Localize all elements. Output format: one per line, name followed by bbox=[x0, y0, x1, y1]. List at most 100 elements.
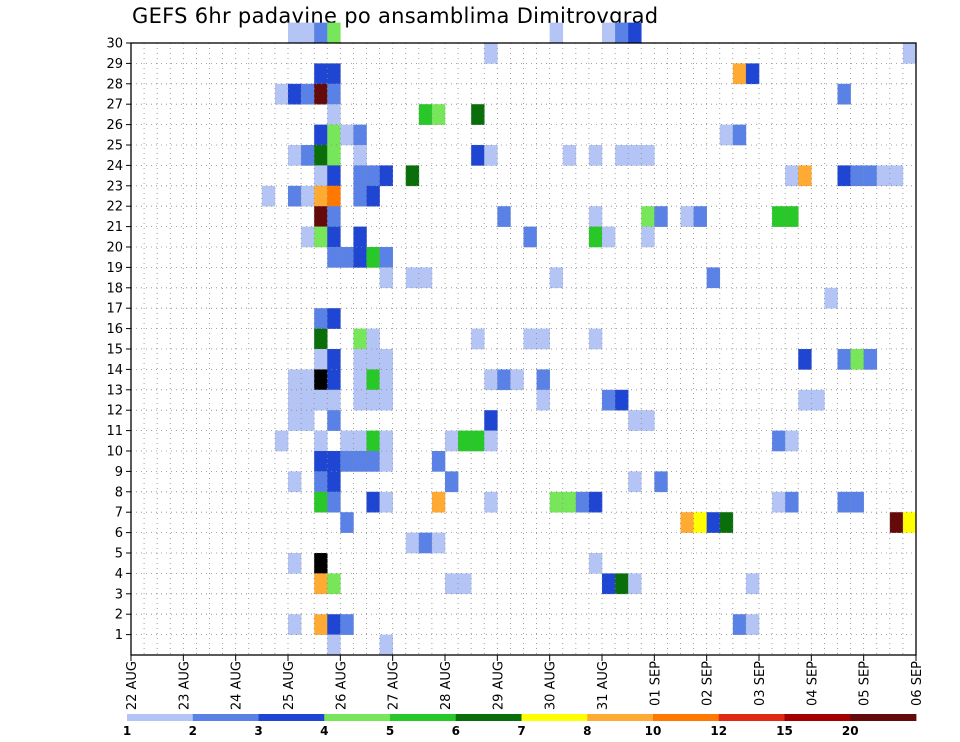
heatmap-cell bbox=[562, 145, 577, 166]
y-tick-label: 15 bbox=[106, 343, 123, 358]
heatmap-cell bbox=[484, 369, 498, 391]
heatmap-cell bbox=[301, 410, 315, 431]
heatmap-cell bbox=[327, 63, 341, 85]
heatmap-cell bbox=[288, 410, 302, 431]
heatmap-cell bbox=[314, 349, 328, 370]
heatmap-cell bbox=[366, 165, 380, 187]
heatmap-cell bbox=[327, 83, 341, 105]
heatmap-cell bbox=[693, 206, 707, 227]
heatmap-cell bbox=[837, 165, 851, 187]
heatmap-cell bbox=[327, 369, 341, 391]
heatmap-cell bbox=[549, 22, 564, 44]
heatmap-cell bbox=[523, 226, 537, 248]
y-tick-label: 10 bbox=[106, 445, 123, 460]
colorbar-swatch bbox=[127, 714, 194, 721]
heatmap-cell bbox=[314, 328, 328, 350]
y-tick-label: 6 bbox=[115, 526, 123, 541]
heatmap-cell bbox=[327, 226, 341, 248]
heatmap-cell bbox=[445, 573, 459, 595]
heatmap-cell bbox=[497, 369, 511, 391]
heatmap-cell bbox=[863, 165, 878, 187]
heatmap-cell bbox=[706, 512, 721, 533]
heatmap-cell bbox=[314, 124, 328, 146]
heatmap-cell bbox=[615, 389, 629, 411]
colorbar-label: 7 bbox=[517, 724, 525, 738]
heatmap-cell bbox=[327, 614, 341, 635]
heatmap-cell bbox=[327, 185, 341, 207]
x-tick-label: 22 AUG bbox=[125, 661, 140, 710]
heatmap-cell bbox=[314, 553, 328, 574]
heatmap-cell bbox=[745, 63, 760, 85]
heatmap-cell bbox=[837, 491, 851, 513]
heatmap-cell bbox=[863, 349, 878, 370]
y-tick-label: 26 bbox=[106, 118, 123, 133]
heatmap-cell bbox=[327, 573, 341, 595]
heatmap-cell bbox=[353, 124, 367, 146]
grid-lines bbox=[131, 43, 916, 655]
heatmap-cell bbox=[353, 328, 367, 350]
heatmap-cell bbox=[719, 124, 734, 146]
x-tick-label: 01 SEP bbox=[648, 661, 663, 706]
heatmap-cell bbox=[732, 63, 747, 85]
heatmap-cell bbox=[379, 369, 393, 391]
heatmap-cell bbox=[366, 491, 380, 513]
x-tick-label: 30 AUG bbox=[544, 661, 559, 710]
y-tick-label: 27 bbox=[106, 98, 123, 113]
colorbar-swatch bbox=[784, 714, 851, 721]
heatmap-cell bbox=[588, 553, 603, 574]
y-tick-label: 14 bbox=[106, 363, 123, 378]
heatmap-cell bbox=[889, 165, 904, 187]
heatmap-cell bbox=[641, 226, 655, 248]
y-tick-label: 2 bbox=[115, 608, 123, 623]
heatmap-cell bbox=[536, 369, 550, 391]
heatmap-cell bbox=[353, 247, 367, 268]
heatmap-cell bbox=[785, 206, 799, 227]
y-tick-label: 7 bbox=[115, 506, 123, 521]
heatmap-cell bbox=[366, 369, 380, 391]
heatmap-cell bbox=[732, 614, 747, 635]
x-tick-label: 29 AUG bbox=[491, 661, 506, 710]
heatmap-cell bbox=[798, 165, 812, 187]
y-axis: 1234567891011121314151617181920212223242… bbox=[106, 37, 131, 643]
x-tick-label: 28 AUG bbox=[439, 661, 454, 710]
x-tick-label: 06 SEP bbox=[910, 661, 925, 706]
heatmap-cell bbox=[288, 471, 302, 493]
heatmap-cell bbox=[379, 451, 393, 472]
heatmap-cell bbox=[850, 349, 864, 370]
heatmap-cell bbox=[471, 430, 485, 452]
heatmap-cell bbox=[301, 369, 315, 391]
colorbar-swatch bbox=[324, 714, 391, 721]
heatmap-cell bbox=[798, 389, 812, 411]
colorbar-label: 1 bbox=[123, 724, 131, 738]
heatmap-cell bbox=[288, 389, 302, 411]
heatmap-cell bbox=[785, 165, 799, 187]
heatmap-cell bbox=[471, 145, 485, 166]
y-tick-label: 1 bbox=[115, 628, 123, 643]
heatmap-cell bbox=[602, 573, 616, 595]
heatmap-cell bbox=[510, 369, 524, 391]
colorbar-label: 15 bbox=[776, 724, 793, 738]
heatmap-cell bbox=[314, 308, 328, 329]
y-tick-label: 30 bbox=[106, 37, 123, 52]
heatmap-cell bbox=[418, 104, 433, 125]
heatmap-cell bbox=[366, 430, 380, 452]
colorbar-label: 6 bbox=[452, 724, 460, 738]
heatmap-cell bbox=[314, 22, 328, 44]
heatmap-cell bbox=[706, 267, 721, 289]
heatmap-cell bbox=[418, 532, 433, 554]
heatmap-cell bbox=[876, 165, 891, 187]
y-tick-label: 29 bbox=[106, 57, 123, 72]
heatmap-cell bbox=[445, 471, 459, 493]
heatmap-cell bbox=[327, 349, 341, 370]
heatmap-cell bbox=[484, 43, 498, 64]
heatmap-cell bbox=[680, 206, 694, 227]
heatmap-cell bbox=[314, 226, 328, 248]
y-tick-label: 12 bbox=[106, 404, 123, 419]
heatmap-cell bbox=[327, 491, 341, 513]
heatmap-cell bbox=[366, 389, 380, 411]
y-tick-label: 18 bbox=[106, 281, 123, 296]
heatmap-cell bbox=[314, 430, 328, 452]
heatmap-cell bbox=[353, 185, 367, 207]
heatmap-cell bbox=[327, 247, 341, 268]
heatmap-cell bbox=[288, 553, 302, 574]
